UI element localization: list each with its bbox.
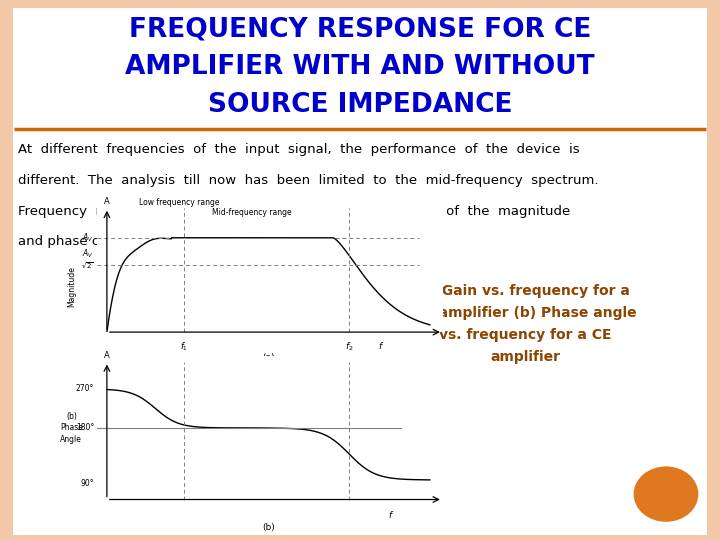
Ellipse shape [634,467,698,521]
Text: SOURCE IMPEDANCE: SOURCE IMPEDANCE [208,92,512,118]
Text: $A_V$: $A_V$ [82,232,94,244]
Text: and phase of the amplifier with frequency.: and phase of the amplifier with frequenc… [18,235,301,248]
Text: At  different  frequencies  of  the  input  signal,  the  performance  of  the  : At different frequencies of the input si… [18,143,580,156]
Text: different.  The  analysis  till  now  has  been  limited  to  the  mid-frequency: different. The analysis till now has bee… [18,174,598,187]
Text: A: A [104,352,109,360]
Text: Mid-frequency range: Mid-frequency range [212,208,292,217]
Text: $A_V$: $A_V$ [82,248,94,260]
Text: $f_2$: $f_2$ [345,340,354,353]
Text: 90°: 90° [81,480,94,488]
Text: 270°: 270° [76,384,94,394]
Text: Magnitude: Magnitude [67,266,76,307]
Text: A: A [104,197,109,206]
Text: (b): (b) [262,523,275,532]
Text: AMPLIFIER WITH AND WITHOUT: AMPLIFIER WITH AND WITHOUT [125,55,595,80]
Text: Frequency  response  of  an  amplifier  refers  to  the  variation  of  the  mag: Frequency response of an amplifier refer… [18,205,570,218]
Text: a) Gain vs. frequency for a
CE amplifier (b) Phase angle
vs. frequency for a CE
: a) Gain vs. frequency for a CE amplifier… [414,285,637,363]
Text: FREQUENCY RESPONSE FOR CE: FREQUENCY RESPONSE FOR CE [129,17,591,43]
FancyBboxPatch shape [13,8,707,535]
Text: 180°: 180° [76,423,94,433]
Text: (a): (a) [262,353,274,362]
Text: (b)
Phase
Angle: (b) Phase Angle [60,413,83,443]
Text: $f_1$: $f_1$ [181,340,189,353]
Text: Low frequency range: Low frequency range [139,198,220,207]
Text: $f$: $f$ [388,509,395,519]
Text: $f$: $f$ [378,340,384,351]
Text: $\sqrt{2}$: $\sqrt{2}$ [81,260,94,271]
